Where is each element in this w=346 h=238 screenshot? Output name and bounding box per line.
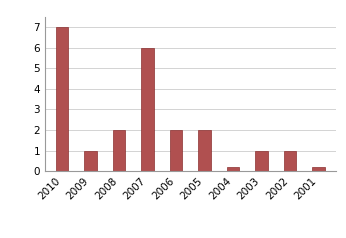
Bar xyxy=(284,151,297,171)
Bar xyxy=(84,151,97,171)
Bar xyxy=(227,167,239,171)
Bar xyxy=(113,130,126,171)
Bar xyxy=(312,167,325,171)
Bar xyxy=(170,130,182,171)
Bar xyxy=(255,151,268,171)
Bar xyxy=(141,48,154,171)
Bar xyxy=(198,130,211,171)
Bar xyxy=(56,27,69,171)
